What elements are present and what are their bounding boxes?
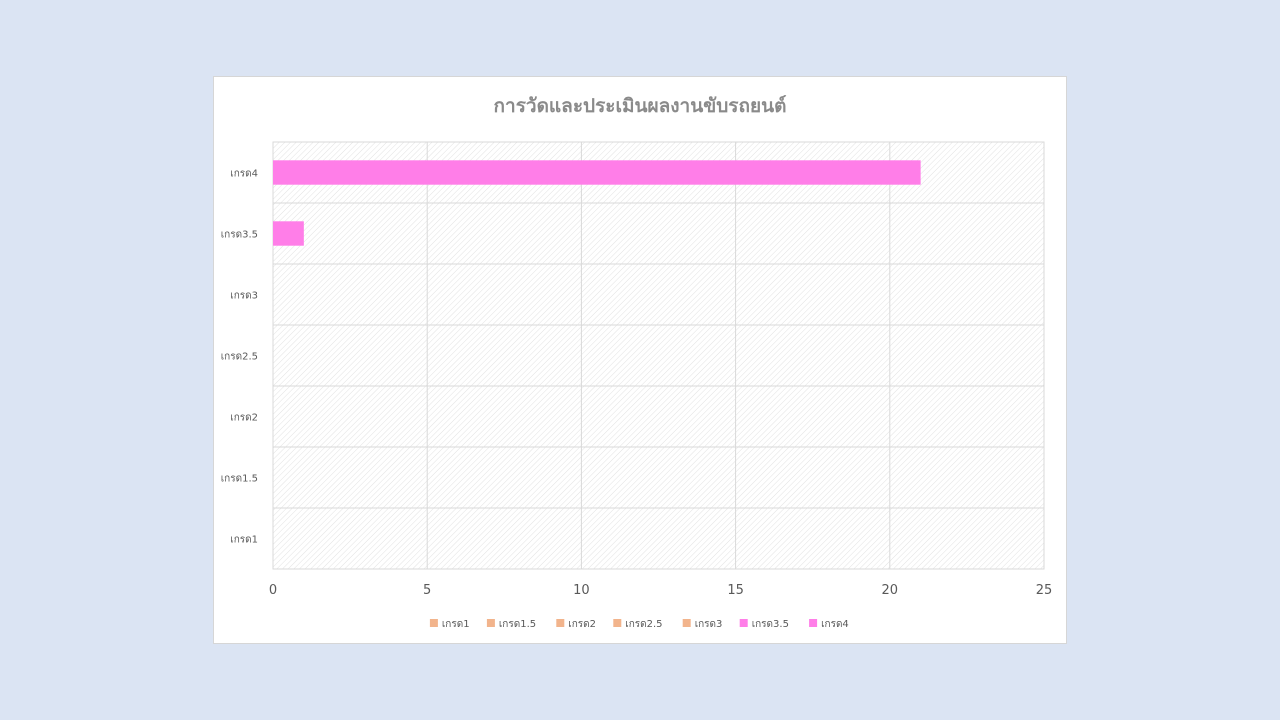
y-tick-label-5: เกรด3.5 bbox=[221, 230, 258, 241]
x-tick-label-5: 25 bbox=[1036, 583, 1053, 598]
legend: เกรด1 เกรด1.5 เกรด2 เกรด2.5 เกรด3 เกรด3.5 เกรด… bbox=[430, 619, 849, 630]
legend-label-6: เกรด4 bbox=[821, 619, 849, 630]
x-tick-label-1: 5 bbox=[423, 583, 431, 598]
bar-5 bbox=[273, 221, 304, 245]
legend-swatch-3 bbox=[613, 619, 621, 627]
plot-area bbox=[273, 142, 1044, 569]
legend-swatch-5 bbox=[740, 619, 748, 627]
x-tick-label-0: 0 bbox=[269, 583, 277, 598]
y-tick-label-3: เกรด2.5 bbox=[221, 352, 258, 363]
y-tick-label-4: เกรด3 bbox=[230, 291, 258, 302]
chart-card: การวัดและประเมินผลงานขับรถยนต์ เกรด1 เกรด… bbox=[213, 76, 1067, 644]
y-tick-label-2: เกรด2 bbox=[230, 413, 258, 424]
legend-swatch-4 bbox=[683, 619, 691, 627]
chart-svg: เกรด1 เกรด1.5 เกรด2 เกรด2.5 เกรด3 เกรด3.5 เกรด… bbox=[214, 77, 1068, 645]
x-axis-labels: 0 5 10 15 20 25 bbox=[269, 583, 1052, 598]
legend-label-0: เกรด1 bbox=[442, 619, 470, 630]
legend-swatch-6 bbox=[809, 619, 817, 627]
legend-swatch-0 bbox=[430, 619, 438, 627]
legend-swatch-2 bbox=[556, 619, 564, 627]
legend-label-1: เกรด1.5 bbox=[499, 619, 536, 630]
y-tick-label-1: เกรด1.5 bbox=[221, 474, 258, 485]
legend-label-3: เกรด2.5 bbox=[625, 619, 662, 630]
bar-6 bbox=[273, 160, 921, 184]
legend-label-5: เกรด3.5 bbox=[752, 619, 789, 630]
legend-swatch-1 bbox=[487, 619, 495, 627]
x-tick-label-4: 20 bbox=[882, 583, 899, 598]
x-tick-label-2: 10 bbox=[573, 583, 590, 598]
y-axis-labels: เกรด1 เกรด1.5 เกรด2 เกรด2.5 เกรด3 เกรด3.5 เกรด… bbox=[221, 169, 258, 546]
legend-label-4: เกรด3 bbox=[695, 619, 723, 630]
legend-label-2: เกรด2 bbox=[568, 619, 596, 630]
y-tick-label-0: เกรด1 bbox=[230, 535, 258, 546]
y-tick-label-6: เกรด4 bbox=[230, 169, 258, 180]
x-tick-label-3: 15 bbox=[727, 583, 744, 598]
